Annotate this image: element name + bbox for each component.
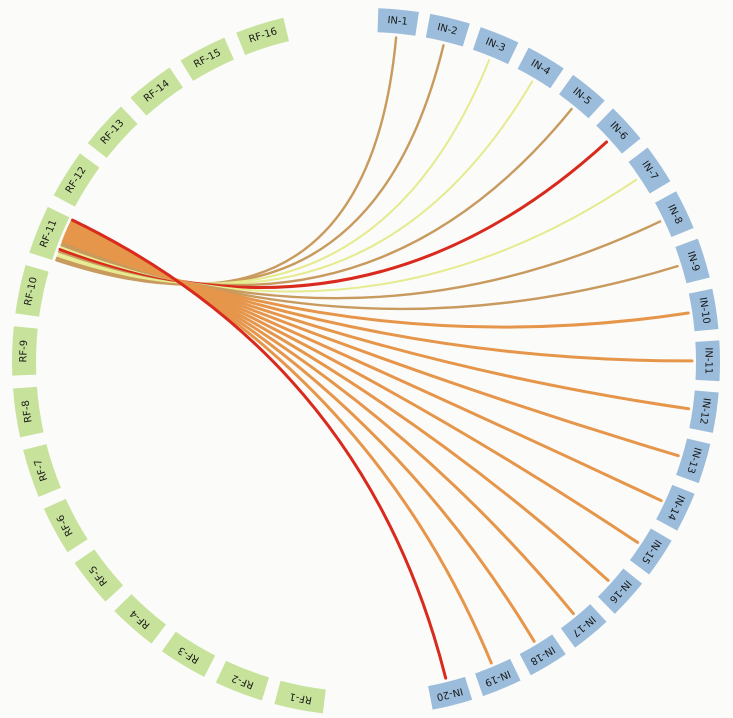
link-rf-11-in-1[interactable] [55, 36, 398, 286]
segment-label-rf-1: RF-1 [289, 690, 313, 705]
segment-rf-7[interactable] [23, 444, 61, 497]
segment-in-5[interactable] [559, 74, 605, 119]
segment-in-13[interactable] [676, 438, 711, 484]
segment-label-in-1: IN-1 [387, 15, 408, 28]
segment-in-3[interactable] [472, 27, 519, 65]
segment-in-15[interactable] [629, 528, 672, 575]
segment-rf-14[interactable] [130, 67, 183, 116]
segment-rf-10[interactable] [15, 265, 49, 317]
segment-in-8[interactable] [655, 191, 694, 238]
segment-rf-12[interactable] [53, 153, 100, 207]
segment-rf-9[interactable] [12, 326, 38, 376]
segment-in-9[interactable] [675, 238, 710, 284]
segment-in-19[interactable] [475, 658, 521, 697]
segment-rf-8[interactable] [12, 386, 44, 438]
segment-label-rf-9: RF-9 [18, 340, 30, 363]
segment-in-11[interactable] [695, 340, 721, 382]
segment-rf-4[interactable] [114, 594, 167, 644]
segment-in-16[interactable] [597, 568, 643, 614]
segment-in-18[interactable] [519, 634, 566, 676]
chord-links [55, 36, 694, 680]
segment-in-1[interactable] [377, 8, 419, 36]
link-rf-11-in-7[interactable] [59, 178, 638, 293]
segment-in-17[interactable] [560, 604, 607, 648]
segment-label-rf-8: RF-8 [21, 399, 35, 423]
segment-rf-11[interactable] [29, 206, 70, 261]
segment-rf-5[interactable] [74, 549, 124, 602]
segment-rf-2[interactable] [215, 660, 269, 701]
segment-rf-16[interactable] [236, 17, 289, 55]
segment-in-6[interactable] [596, 108, 641, 154]
segment-label-in-12: IN-12 [697, 397, 712, 425]
segment-label-in-11: IN-11 [702, 347, 713, 374]
segment-label-in-10: IN-10 [697, 297, 712, 325]
segment-rf-6[interactable] [43, 498, 88, 553]
link-rf-11-in-2[interactable] [55, 44, 445, 285]
link-rf-11-in-14[interactable] [65, 231, 663, 503]
segment-in-12[interactable] [689, 390, 719, 433]
segment-rf-13[interactable] [87, 106, 138, 158]
segment-in-10[interactable] [688, 288, 719, 332]
segment-in-20[interactable] [428, 676, 473, 710]
segment-in-4[interactable] [517, 47, 564, 89]
segment-in-7[interactable] [628, 147, 671, 194]
segment-rf-1[interactable] [274, 680, 326, 714]
link-rf-11-in-3[interactable] [56, 59, 491, 285]
segment-rf-3[interactable] [161, 631, 216, 677]
segment-in-2[interactable] [425, 13, 470, 47]
link-rf-11-in-20[interactable] [70, 218, 448, 680]
segment-in-14[interactable] [656, 484, 695, 531]
segment-label-in-2: IN-2 [436, 22, 458, 38]
link-rf-11-in-11[interactable] [62, 237, 694, 363]
segment-rf-15[interactable] [180, 37, 234, 81]
